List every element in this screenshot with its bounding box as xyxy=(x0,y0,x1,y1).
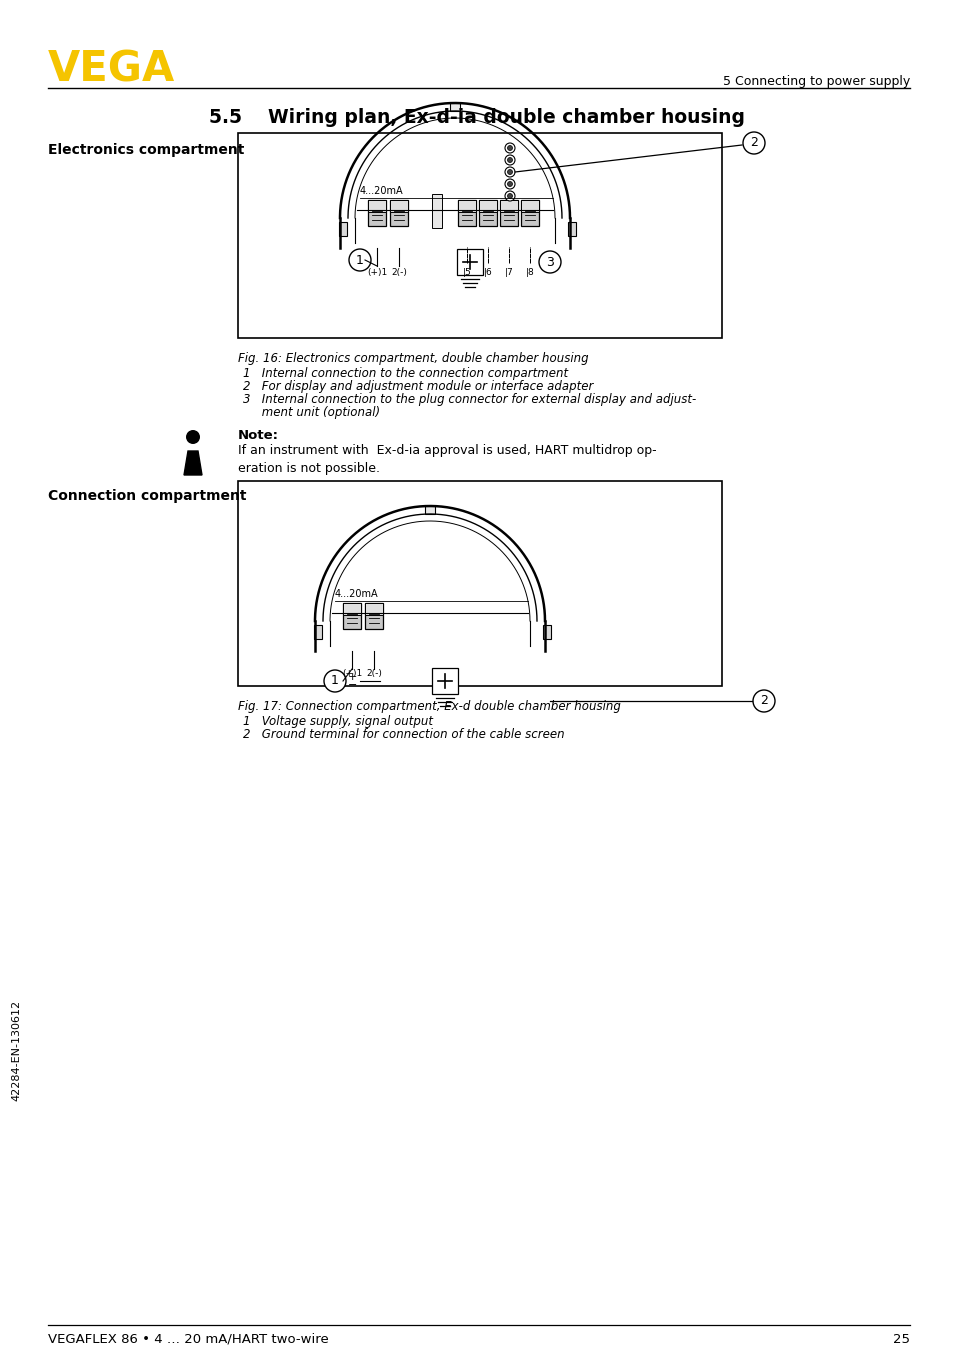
FancyBboxPatch shape xyxy=(368,200,386,211)
Circle shape xyxy=(324,670,346,692)
FancyBboxPatch shape xyxy=(338,222,347,236)
Text: |6: |6 xyxy=(483,268,492,278)
Text: Electronics compartment: Electronics compartment xyxy=(48,144,244,157)
Text: 3   Internal connection to the plug connector for external display and adjust-: 3 Internal connection to the plug connec… xyxy=(243,393,696,406)
Circle shape xyxy=(504,191,515,200)
FancyBboxPatch shape xyxy=(457,200,476,226)
Circle shape xyxy=(504,144,515,153)
FancyBboxPatch shape xyxy=(499,200,517,226)
Circle shape xyxy=(742,131,764,154)
FancyBboxPatch shape xyxy=(424,506,435,515)
Text: VEGAFLEX 86 • 4 … 20 mA/HART two-wire: VEGAFLEX 86 • 4 … 20 mA/HART two-wire xyxy=(48,1332,329,1346)
Text: VEGA: VEGA xyxy=(48,47,175,89)
FancyBboxPatch shape xyxy=(542,626,551,639)
Text: 2   For display and adjustment module or interface adapter: 2 For display and adjustment module or i… xyxy=(243,380,593,393)
FancyBboxPatch shape xyxy=(520,200,538,226)
Circle shape xyxy=(504,167,515,177)
Text: +: + xyxy=(348,672,357,682)
Text: 4...20mA: 4...20mA xyxy=(359,185,403,196)
Text: 42284-EN-130612: 42284-EN-130612 xyxy=(11,999,21,1101)
Text: (+)1: (+)1 xyxy=(367,268,387,278)
Text: 2: 2 xyxy=(760,695,767,708)
Text: 1: 1 xyxy=(355,253,363,267)
Text: 4...20mA: 4...20mA xyxy=(335,589,378,598)
FancyBboxPatch shape xyxy=(365,603,382,615)
Circle shape xyxy=(186,431,200,444)
FancyBboxPatch shape xyxy=(390,200,408,211)
Circle shape xyxy=(507,169,512,175)
Text: 25: 25 xyxy=(892,1332,909,1346)
Text: 2(-): 2(-) xyxy=(391,268,407,278)
Text: ment unit (optional): ment unit (optional) xyxy=(243,406,379,418)
Circle shape xyxy=(507,157,512,162)
FancyBboxPatch shape xyxy=(390,200,408,226)
FancyBboxPatch shape xyxy=(432,668,457,695)
Text: 2(-): 2(-) xyxy=(366,669,381,678)
Text: Connection compartment: Connection compartment xyxy=(48,489,246,502)
FancyBboxPatch shape xyxy=(457,200,476,211)
FancyBboxPatch shape xyxy=(368,200,386,226)
FancyBboxPatch shape xyxy=(343,603,360,630)
Circle shape xyxy=(504,179,515,190)
FancyBboxPatch shape xyxy=(365,603,382,630)
Text: |8: |8 xyxy=(525,268,534,278)
Circle shape xyxy=(507,181,512,187)
FancyBboxPatch shape xyxy=(237,133,721,338)
FancyBboxPatch shape xyxy=(237,481,721,686)
FancyBboxPatch shape xyxy=(520,200,538,211)
Text: (+)1: (+)1 xyxy=(341,669,362,678)
FancyBboxPatch shape xyxy=(314,626,322,639)
FancyBboxPatch shape xyxy=(499,200,517,211)
Text: 1: 1 xyxy=(331,674,338,688)
Text: 3: 3 xyxy=(545,256,554,268)
Text: 5 Connecting to power supply: 5 Connecting to power supply xyxy=(722,74,909,88)
Circle shape xyxy=(349,249,371,271)
Polygon shape xyxy=(184,451,202,475)
Text: |7: |7 xyxy=(504,268,513,278)
Circle shape xyxy=(752,691,774,712)
FancyBboxPatch shape xyxy=(478,200,497,211)
Text: Fig. 16: Electronics compartment, double chamber housing: Fig. 16: Electronics compartment, double… xyxy=(237,352,588,366)
FancyBboxPatch shape xyxy=(343,603,360,615)
FancyBboxPatch shape xyxy=(456,249,482,275)
Circle shape xyxy=(538,250,560,274)
Text: 1   Internal connection to the connection compartment: 1 Internal connection to the connection … xyxy=(243,367,568,380)
Text: 1   Voltage supply, signal output: 1 Voltage supply, signal output xyxy=(243,715,433,728)
FancyBboxPatch shape xyxy=(567,222,576,236)
FancyBboxPatch shape xyxy=(450,103,459,111)
Text: Fig. 17: Connection compartment, Ex-d double chamber housing: Fig. 17: Connection compartment, Ex-d do… xyxy=(237,700,620,714)
Text: −: − xyxy=(348,680,357,691)
Text: If an instrument with  Ex-d-ia approval is used, HART multidrop op-
eration is n: If an instrument with Ex-d-ia approval i… xyxy=(237,444,656,475)
Circle shape xyxy=(507,194,512,199)
FancyBboxPatch shape xyxy=(432,194,441,227)
Text: 5.5    Wiring plan, Ex-d-ia double chamber housing: 5.5 Wiring plan, Ex-d-ia double chamber … xyxy=(209,108,744,127)
Text: 2   Ground terminal for connection of the cable screen: 2 Ground terminal for connection of the … xyxy=(243,728,564,741)
Text: |5: |5 xyxy=(462,268,471,278)
FancyBboxPatch shape xyxy=(478,200,497,226)
Text: Note:: Note: xyxy=(237,429,278,441)
Text: 2: 2 xyxy=(749,137,757,149)
Circle shape xyxy=(504,154,515,165)
Circle shape xyxy=(507,145,512,150)
